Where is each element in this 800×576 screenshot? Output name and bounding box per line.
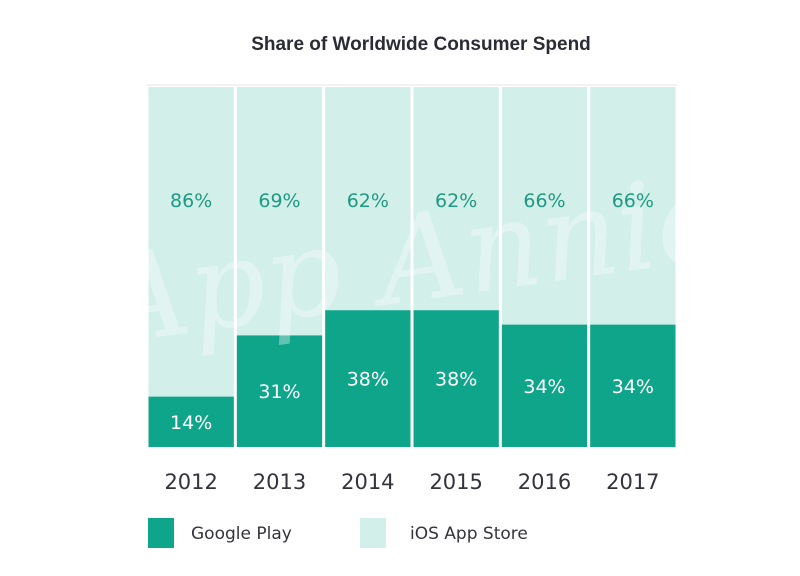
legend-swatch-google-play [148, 518, 174, 548]
bar-ios-2012 [148, 87, 234, 397]
bar-google-play-2012 [148, 396, 234, 447]
label-google-play-2015: 38% [435, 369, 477, 391]
bar-ios-2017 [590, 87, 676, 325]
x-tick-2017: 2017 [606, 470, 659, 494]
x-axis-ticks: 2012 2013 2014 2015 2016 2017 [164, 470, 659, 494]
labels-layer: 14% 86% 31% 69% 38% 62% 38% 62% 34% 66% 34% 66% [170, 190, 654, 434]
label-ios-2017: 66% [612, 190, 654, 212]
bar-google-play-2017 [590, 324, 676, 447]
bar-google-play-2014 [325, 310, 411, 447]
bar-ios-2013 [236, 87, 323, 336]
bar-google-play-2013 [236, 335, 323, 447]
bar-ios-2016 [501, 87, 588, 325]
label-ios-2015: 62% [435, 190, 477, 212]
label-ios-2014: 62% [347, 190, 389, 212]
bar-ios-2015 [413, 87, 499, 311]
legend: Google Play iOS App Store [148, 518, 528, 548]
x-tick-2013: 2013 [253, 470, 306, 494]
label-google-play-2014: 38% [347, 369, 389, 391]
label-ios-2012: 86% [170, 190, 212, 212]
legend-label-ios-app-store: iOS App Store [410, 524, 528, 544]
label-google-play-2017: 34% [612, 376, 654, 398]
bar-google-play-2016 [501, 324, 588, 447]
bar-google-play-2015 [413, 310, 499, 447]
chart-title: Share of Worldwide Consumer Spend [251, 34, 591, 55]
label-google-play-2012: 14% [170, 412, 212, 434]
x-tick-2016: 2016 [518, 470, 571, 494]
x-tick-2014: 2014 [341, 470, 394, 494]
label-google-play-2013: 31% [258, 381, 300, 403]
label-ios-2013: 69% [258, 190, 300, 212]
legend-swatch-ios-app-store [360, 518, 386, 548]
x-tick-2015: 2015 [429, 470, 482, 494]
legend-label-google-play: Google Play [191, 524, 292, 544]
bars-layer [148, 87, 676, 447]
label-google-play-2016: 34% [523, 376, 565, 398]
x-tick-2012: 2012 [164, 470, 217, 494]
bar-ios-2014 [325, 87, 411, 311]
label-ios-2016: 66% [523, 190, 565, 212]
